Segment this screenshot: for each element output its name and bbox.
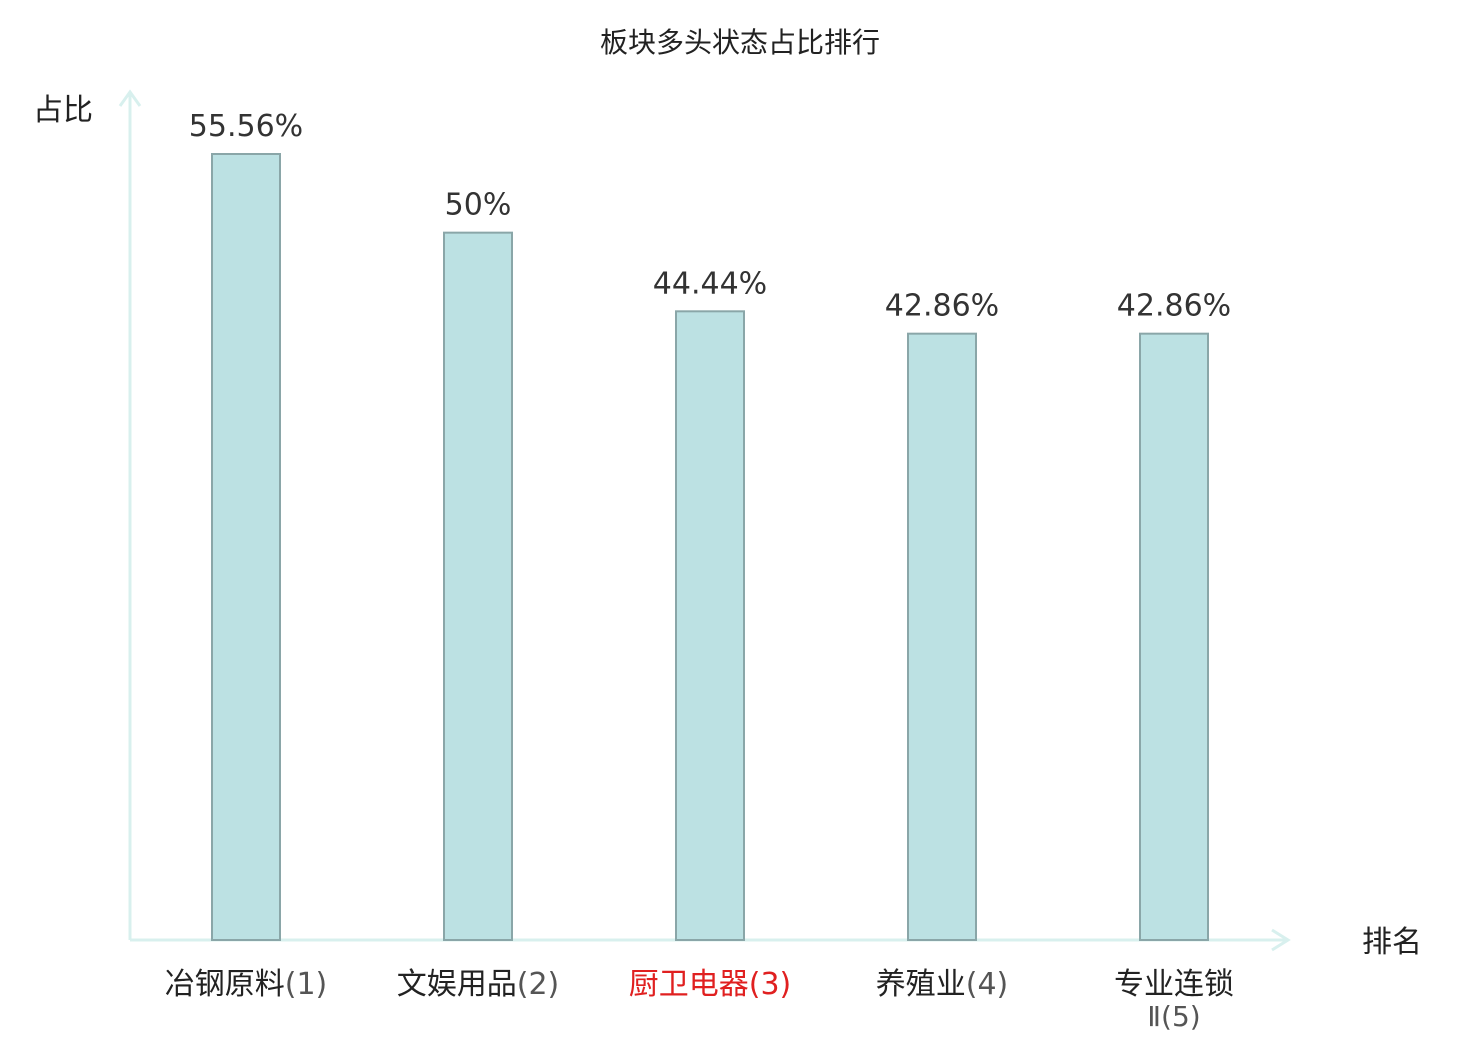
x-tick-labels: 冶钢原料(1) 文娱用品(2) 厨卫电器(3) 养殖业(4) 专业连锁 Ⅱ(5) — [165, 967, 1234, 1033]
value-label-5: 42.86% — [1117, 289, 1231, 324]
bar-2 — [443, 231, 513, 941]
category-rank: Ⅱ(5) — [1147, 1000, 1200, 1033]
x-tick-label-5: 专业连锁 Ⅱ(5) — [1114, 967, 1234, 1033]
value-label-1: 55.56% — [189, 109, 303, 144]
category-rank: (3) — [749, 967, 792, 1002]
y-axis — [118, 89, 142, 940]
category-rank: (2) — [517, 967, 560, 1002]
category-name: 文娱用品 — [397, 967, 517, 1002]
value-labels: 55.56% 50% 44.44% 42.86% 42.86% — [189, 109, 1231, 324]
category-rank: (1) — [285, 967, 328, 1002]
y-axis-label: 占比 — [33, 93, 93, 128]
category-name: 冶钢原料 — [165, 967, 285, 1002]
x-tick-label-3: 厨卫电器(3) — [629, 967, 792, 1002]
x-tick-label-2: 文娱用品(2) — [397, 967, 560, 1002]
bars — [211, 153, 1209, 941]
value-label-2: 50% — [445, 188, 512, 223]
category-rank: (4) — [966, 967, 1009, 1002]
bar-1 — [211, 153, 281, 941]
chart-title: 板块多头状态占比排行 — [600, 26, 880, 59]
x-axis-arrow-icon — [1271, 928, 1291, 952]
value-label-4: 42.86% — [885, 289, 999, 324]
x-tick-label-1: 冶钢原料(1) — [165, 967, 328, 1002]
bar-3 — [675, 310, 745, 941]
x-axis-label: 排名 — [1362, 925, 1422, 960]
bar-5 — [1139, 332, 1209, 941]
category-name: 专业连锁 — [1114, 967, 1234, 1002]
category-name: 养殖业 — [876, 967, 966, 1002]
bar-4 — [907, 332, 977, 941]
x-tick-label-4: 养殖业(4) — [876, 967, 1009, 1002]
value-label-3: 44.44% — [653, 266, 767, 301]
category-name: 厨卫电器 — [629, 967, 749, 1002]
y-axis-arrow-icon — [118, 89, 142, 107]
